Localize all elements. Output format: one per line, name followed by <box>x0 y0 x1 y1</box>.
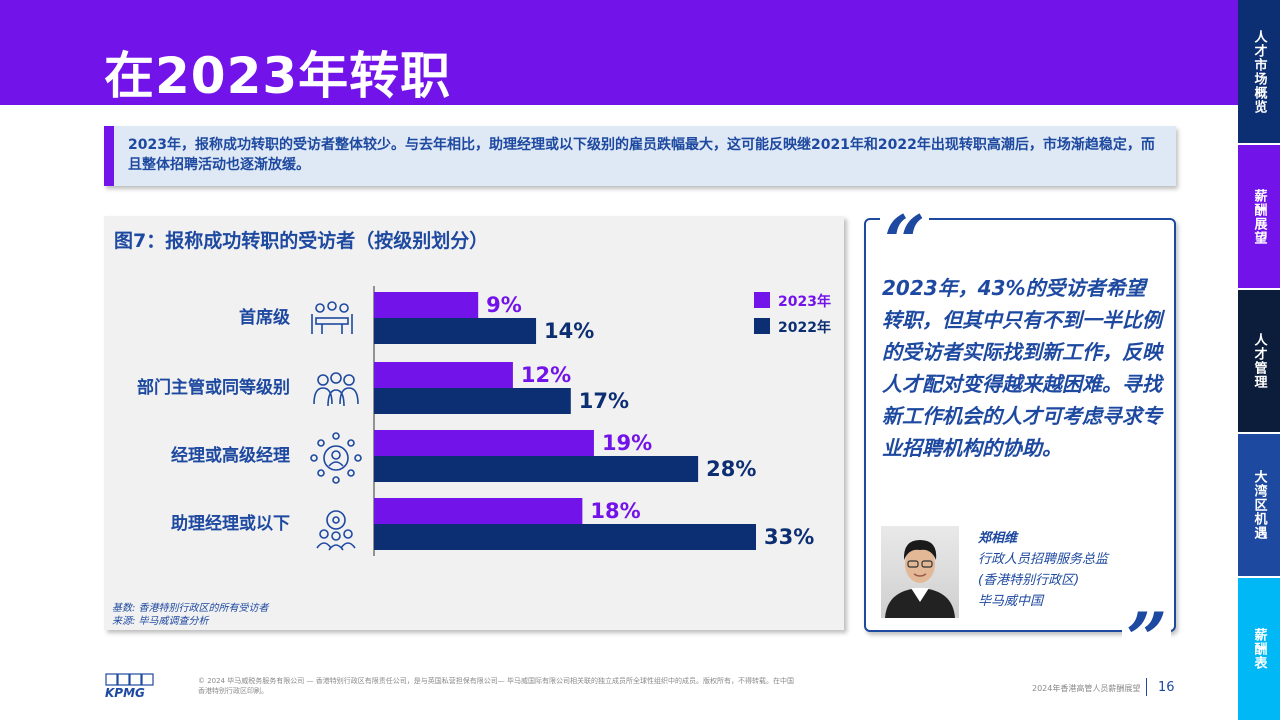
header-band <box>0 0 1238 105</box>
open-quote-icon: “ <box>880 206 930 278</box>
tab-label: 薪酬展望 <box>1251 188 1267 245</box>
data-label: 14% <box>544 319 594 343</box>
tab-salary-tables[interactable]: 薪酬表 <box>1238 578 1280 720</box>
bar-2023 <box>374 362 513 388</box>
tab-gba-opportunities[interactable]: 大湾区机遇 <box>1238 434 1280 576</box>
footer-copyright: © 2024 毕马威税务服务有限公司 — 香港特别行政区有限责任公司，是与英国私… <box>198 677 794 695</box>
logo-text: KPMG <box>105 686 145 700</box>
footnote-base: 基数: 香港特别行政区的所有受访者 <box>112 603 269 614</box>
footnote-source: 来源: 毕马威调查分析 <box>112 616 209 627</box>
footer-divider <box>1146 678 1147 696</box>
category-label: 首席级 <box>239 307 290 328</box>
category-label: 经理或高级经理 <box>171 445 290 466</box>
quote-text: 2023年，43%的受访者希望转职，但其中只有不到一半比例的受访者实际找到新工作… <box>882 276 1162 460</box>
person-name: 郑相维 <box>978 531 1018 546</box>
page-number: 16 <box>1158 680 1175 695</box>
bar-2022 <box>374 388 571 414</box>
bar-2023 <box>374 498 583 524</box>
kpmg-logo: KPMG <box>105 673 154 700</box>
tab-label: 薪酬表 <box>1251 628 1267 670</box>
person-org: 毕马威中国 <box>978 594 1044 609</box>
legend-label: 2023年 <box>778 293 831 310</box>
data-label: 12% <box>521 363 571 387</box>
tab-label: 大湾区机遇 <box>1251 470 1267 540</box>
network-person-icon <box>310 432 362 484</box>
legend-swatch <box>754 292 770 308</box>
data-label: 18% <box>590 499 640 523</box>
tab-talent-market[interactable]: 人才市场概览 <box>1238 0 1280 143</box>
chart-title: 图7：报称成功转职的受访者（按级别划分） <box>114 230 489 252</box>
category-label: 助理经理或以下 <box>171 513 290 534</box>
close-quote-icon: ” <box>1122 603 1172 675</box>
page-title: 在2023年转职 <box>104 47 452 105</box>
tab-label: 人才管理 <box>1251 333 1267 389</box>
person-photo <box>881 526 959 618</box>
person-region: (香港特别行政区) <box>978 573 1080 588</box>
person-info: 郑相维 行政人员招聘服务总监 (香港特别行政区) 毕马威中国 <box>978 528 1108 612</box>
data-label: 33% <box>764 525 814 549</box>
tab-label: 人才市场概览 <box>1251 29 1267 114</box>
chart-panel: 图7：报称成功转职的受访者（按级别划分） 首席级 9% 14% 部门 <box>104 216 844 630</box>
tab-talent-management[interactable]: 人才管理 <box>1238 290 1280 432</box>
team-group-icon <box>313 372 359 407</box>
bar-2022 <box>374 524 756 550</box>
bar-2023 <box>374 430 594 456</box>
data-label: 19% <box>602 431 652 455</box>
bar-2023 <box>374 292 479 318</box>
meeting-table-icon <box>311 301 353 334</box>
side-nav: 人才市场概览 薪酬展望 人才管理 大湾区机遇 薪酬表 <box>1238 0 1280 720</box>
tab-salary-outlook[interactable]: 薪酬展望 <box>1238 145 1280 288</box>
person-role: 行政人员招聘服务总监 <box>978 552 1109 567</box>
bar-2022 <box>374 318 537 344</box>
footer-report-name: 2024年香港高管人员薪酬展望 <box>1032 684 1141 693</box>
quote-panel: “ 2023年，43%的受访者希望转职，但其中只有不到一半比例的受访者实际找到新… <box>864 206 1176 675</box>
data-label: 9% <box>486 293 522 317</box>
category-label: 部门主管或同等级别 <box>137 377 290 398</box>
data-label: 17% <box>579 389 629 413</box>
legend-label: 2022年 <box>778 319 831 336</box>
gear-people-icon <box>316 510 356 551</box>
bar-2022 <box>374 456 699 482</box>
legend-swatch <box>754 318 770 334</box>
bar-chart: 首席级 9% 14% 部门主管或同等级别 12% 17% 经理或高级经理 19% 28% 助理经理… <box>137 286 831 556</box>
data-label: 28% <box>706 457 756 481</box>
intro-callout: 2023年，报称成功转职的受访者整体较少。与去年相比，助理经理或以下级别的雇员跌… <box>104 126 1176 186</box>
